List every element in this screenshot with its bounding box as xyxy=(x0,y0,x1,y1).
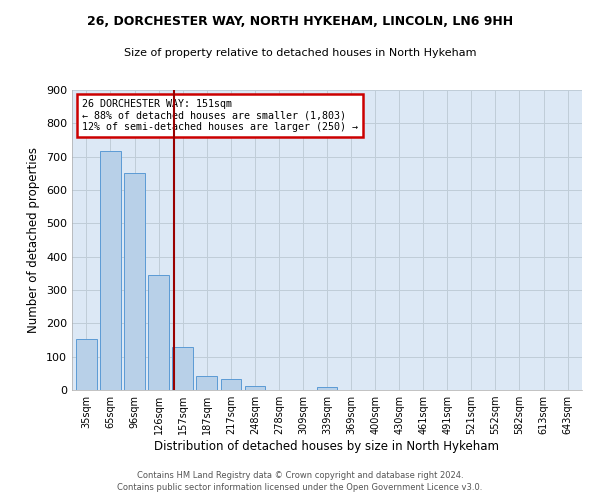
Text: 26, DORCHESTER WAY, NORTH HYKEHAM, LINCOLN, LN6 9HH: 26, DORCHESTER WAY, NORTH HYKEHAM, LINCO… xyxy=(87,15,513,28)
Bar xyxy=(100,151,121,390)
Bar xyxy=(245,386,265,390)
Bar xyxy=(317,388,337,390)
Text: Contains public sector information licensed under the Open Government Licence v3: Contains public sector information licen… xyxy=(118,484,482,492)
Bar xyxy=(172,346,193,390)
Bar xyxy=(221,380,241,390)
Bar xyxy=(196,376,217,390)
Bar xyxy=(124,172,145,390)
Bar xyxy=(148,276,169,390)
Text: 26 DORCHESTER WAY: 151sqm
← 88% of detached houses are smaller (1,803)
12% of se: 26 DORCHESTER WAY: 151sqm ← 88% of detac… xyxy=(82,99,358,132)
Y-axis label: Number of detached properties: Number of detached properties xyxy=(28,147,40,333)
Text: Contains HM Land Registry data © Crown copyright and database right 2024.: Contains HM Land Registry data © Crown c… xyxy=(137,471,463,480)
X-axis label: Distribution of detached houses by size in North Hykeham: Distribution of detached houses by size … xyxy=(155,440,499,453)
Bar xyxy=(76,340,97,390)
Text: Size of property relative to detached houses in North Hykeham: Size of property relative to detached ho… xyxy=(124,48,476,58)
